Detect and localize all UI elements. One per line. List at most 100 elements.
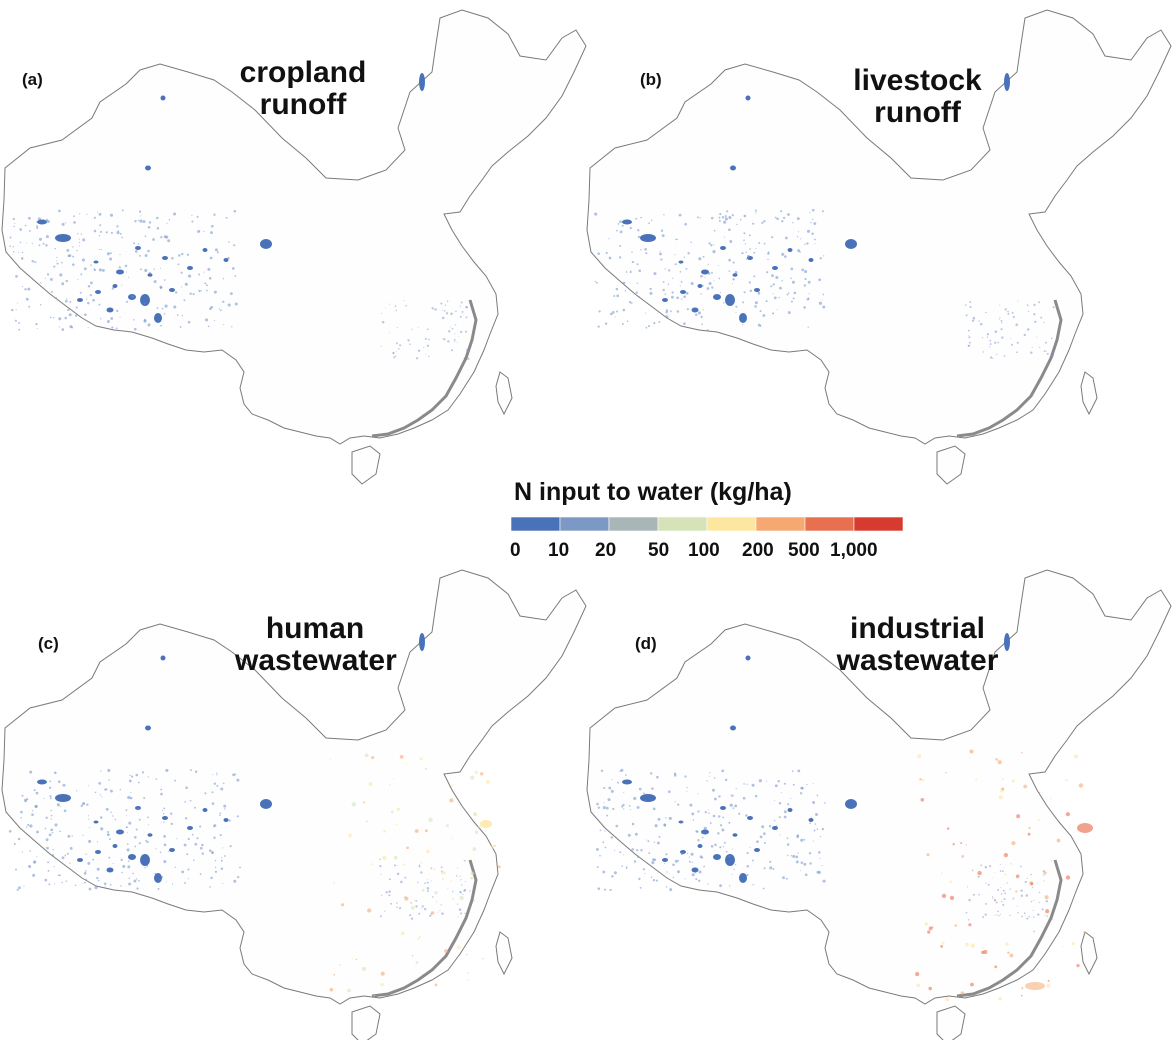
water-speckle [26,242,28,244]
plateau-lake-15 [697,844,703,848]
east-water-speckle [384,910,386,912]
water-speckle [787,213,790,216]
map-livestock-runoff [586,9,1172,485]
water-speckle [68,254,72,258]
water-speckle [173,305,177,309]
water-speckle [126,815,128,817]
east-water-speckle [977,875,980,878]
warm-speckle [333,973,336,976]
water-speckle [109,883,112,886]
water-speckle [729,885,731,887]
water-speckle [32,873,36,877]
water-speckle [675,239,677,241]
water-speckle [629,809,631,811]
east-water-speckle [399,344,402,347]
water-speckle [687,252,690,255]
plateau-lake-7 [106,307,114,313]
east-water-speckle [994,914,996,916]
warm-speckle [968,923,972,927]
water-speckle [787,292,790,295]
water-speckle [74,884,77,887]
water-speckle [133,319,135,321]
east-water-speckle [444,304,447,306]
warm-speckle [470,775,475,780]
east-water-speckle [964,304,967,306]
water-speckle [88,887,92,891]
east-water-speckle [989,346,991,348]
warm-speckle [435,901,438,903]
water-speckle [84,313,87,316]
plateau-lake-7 [106,867,114,873]
east-water-speckle [1034,320,1037,324]
warm-speckle [373,994,376,997]
water-speckle [790,798,792,800]
east-water-speckle [1051,354,1054,358]
plateau-lake-13 [169,848,175,852]
warm-speckle [451,784,454,787]
lake-hulun [419,633,425,651]
water-speckle [27,287,31,291]
east-water-speckle [390,902,392,905]
water-speckle [726,210,729,213]
east-water-speckle [1010,343,1014,346]
warm-speckle [406,846,409,850]
water-speckle [155,848,157,850]
water-speckle [718,216,721,219]
warm-speckle [493,844,496,847]
water-speckle [596,866,599,869]
water-speckle [638,269,642,273]
east-water-speckle [967,329,970,332]
water-speckle [52,849,54,851]
east-water-speckle [1007,312,1010,315]
warm-speckle [442,878,444,880]
plateau-lake-6 [95,850,101,854]
taiwan-island [1080,371,1098,416]
water-speckle [63,809,67,813]
water-speckle [674,801,676,803]
water-speckle [752,222,755,225]
water-speckle [61,261,63,264]
east-water-speckle [409,343,411,345]
water-speckle [211,791,214,794]
water-speckle [619,230,623,234]
water-speckle [803,862,807,866]
water-speckle [13,842,16,846]
water-speckle [701,323,703,326]
water-speckle [96,867,100,871]
water-speckle [818,301,822,305]
water-speckle [119,254,121,256]
warm-speckle [961,854,965,858]
water-speckle [108,856,111,859]
water-speckle [80,273,83,276]
water-speckle [122,864,126,868]
water-speckle [691,812,695,816]
water-speckle [76,790,78,792]
plateau-lake-3 [128,854,136,860]
water-speckle [661,234,665,238]
water-speckle [165,768,169,772]
plateau-lake-8 [747,816,753,820]
warm-speckle [999,982,1002,984]
east-water-speckle [994,330,998,333]
warm-speckle [367,908,372,913]
water-speckle [824,802,826,804]
legend-color-bar [511,516,904,532]
east-water-speckle [968,898,971,902]
water-speckle [633,796,637,800]
water-speckle [710,216,714,220]
water-speckle [74,314,78,317]
water-speckle [69,301,72,303]
water-speckle [769,860,772,863]
water-speckle [776,825,778,827]
legend-tick-1000: 1,000 [830,540,878,561]
water-speckle [187,837,190,841]
water-speckle [668,816,672,820]
water-speckle [93,229,97,233]
water-speckle [153,280,157,284]
water-speckle [781,252,785,256]
east-water-speckle [1012,315,1015,319]
water-speckle [703,865,705,868]
legend-tick-500: 500 [788,540,820,561]
water-speckle [219,814,221,816]
water-speckle [697,839,700,842]
